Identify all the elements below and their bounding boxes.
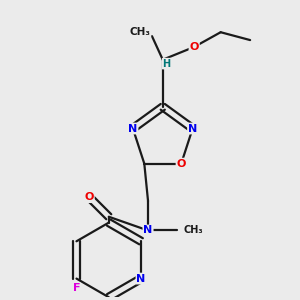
Text: CH₃: CH₃ xyxy=(183,226,203,236)
Text: N: N xyxy=(143,226,153,236)
Text: CH₃: CH₃ xyxy=(130,27,151,37)
Text: O: O xyxy=(85,192,94,202)
Text: O: O xyxy=(190,42,199,52)
Text: N: N xyxy=(136,274,146,284)
Text: O: O xyxy=(176,159,186,169)
Text: N: N xyxy=(188,124,197,134)
Text: H: H xyxy=(163,58,171,69)
Text: F: F xyxy=(73,284,80,293)
Text: N: N xyxy=(128,124,137,134)
